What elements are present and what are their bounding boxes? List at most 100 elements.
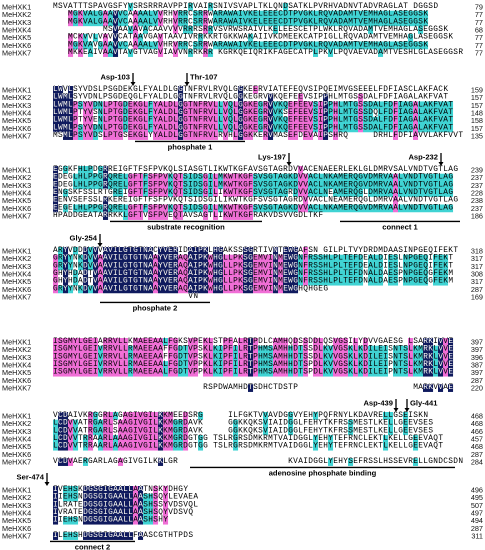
sequence-conserved: MCKVVLVAVVCATAAVGAVTAAVIVRRKKRTGKKWAKAII…: [53, 34, 453, 42]
residue-shade: [163, 124, 169, 133]
residue-shade: [408, 204, 414, 213]
residue-shade: [108, 116, 114, 125]
residue-shade: [178, 262, 184, 271]
residue-shade: [73, 435, 79, 443]
residue-shade: [148, 212, 154, 220]
residue-shade: [413, 101, 419, 110]
residue-shade: [398, 18, 404, 27]
residue-shade: [208, 353, 214, 362]
residue-shade: [403, 204, 409, 213]
sequence: EENVSEFSSLRKEREIGFTFSFPVKQTSIDSGILIKWTKG…: [53, 197, 458, 205]
residue-shade: [108, 532, 114, 540]
residue-shade: [443, 101, 449, 110]
sequence-name: MeHXK6: [2, 450, 31, 459]
residue-shade: [98, 493, 104, 502]
residue-shade: [138, 124, 144, 133]
residue-shade: [218, 247, 224, 255]
site-label: Thr-107: [190, 73, 217, 82]
residue-shade: [158, 41, 164, 50]
residue-shade: [103, 516, 109, 525]
sequence-end: 287: [471, 285, 483, 294]
residue-shade: [73, 10, 79, 19]
residue-shade: [313, 270, 319, 278]
residue-shade: [178, 181, 184, 190]
residue-shade: [268, 204, 274, 213]
residue-shade: [178, 212, 184, 220]
residue-shade: [148, 10, 154, 19]
residue-shade: [158, 285, 164, 294]
residue-shade: [263, 10, 269, 19]
residue-shade: [313, 442, 319, 451]
residue-shade: [308, 18, 314, 27]
residue-shade: [133, 345, 139, 354]
residue-shade: [128, 189, 134, 197]
residue-shade: [228, 262, 234, 271]
residue-shade: [228, 109, 234, 117]
residue-shade: [393, 173, 399, 182]
sequence-end: 77: [475, 41, 483, 50]
residue-shade: [138, 189, 144, 197]
residue-shade: [238, 262, 244, 271]
residue-shade: [378, 345, 384, 354]
residue-shade: [168, 419, 174, 428]
residue-shade: [188, 109, 194, 117]
residue-shade: [208, 189, 214, 197]
residue-shade: [353, 18, 359, 27]
residue-shade: [423, 254, 429, 263]
residue-shade: [198, 254, 204, 263]
residue-shade: [313, 181, 319, 190]
residue-shade: [153, 181, 159, 190]
residue-shade: [123, 486, 129, 494]
residue-shade: [308, 254, 314, 263]
residue-shade: [368, 353, 374, 362]
residue-shade: [408, 361, 414, 369]
residue-shade: [133, 101, 139, 110]
residue-shade: [303, 368, 309, 377]
residue-shade: [98, 435, 104, 443]
sequence-end: 311: [471, 532, 483, 541]
residue-shade: [238, 338, 244, 346]
residue-shade: [83, 254, 89, 263]
sequence-end: 494: [471, 516, 483, 525]
residue-shade: [228, 189, 234, 197]
residue-shade: [268, 10, 274, 19]
residue-shade: [108, 353, 114, 362]
residue-shade: [118, 516, 124, 525]
residue-shade: [103, 247, 109, 255]
sequence: IVRATEDGSGIGAALLAASHSQYVDSVQ: [53, 509, 193, 517]
site-arrowhead: [286, 162, 292, 166]
residue-shade: [228, 204, 234, 213]
residue-shade: [433, 189, 439, 197]
residue-shade: [253, 10, 259, 19]
residue-shade: [433, 262, 439, 271]
residue-shade: [273, 124, 279, 133]
residue-shade: [253, 368, 259, 377]
residue-shade: [278, 189, 284, 197]
residue-shade: [373, 10, 379, 19]
residue-shade: [113, 204, 119, 213]
residue-shade: [153, 116, 159, 125]
residue-shade: [73, 204, 79, 213]
residue-shade: [93, 412, 99, 420]
residue-shade: [288, 262, 294, 271]
residue-shade: [248, 10, 254, 19]
residue-shade: [133, 26, 139, 34]
residue-shade: [153, 501, 159, 510]
residue-shade: [303, 353, 309, 362]
residue-shade: [63, 277, 69, 286]
residue-shade: [423, 109, 429, 117]
residue-shade: [368, 109, 374, 117]
residue-shade: [348, 41, 354, 50]
residue-shade: [393, 196, 399, 205]
sequence-name: MeHXK1: [2, 2, 31, 11]
residue-shade: [113, 486, 119, 494]
residue-shade: [303, 101, 309, 110]
residue-shade: [123, 427, 129, 436]
residue-shade: [88, 262, 94, 271]
residue-shade: [113, 270, 119, 278]
residue-shade: [318, 41, 324, 50]
residue-shade: [373, 173, 379, 182]
residue-shade: [173, 345, 179, 354]
residue-shade: [73, 124, 79, 133]
residue-shade: [233, 442, 239, 451]
